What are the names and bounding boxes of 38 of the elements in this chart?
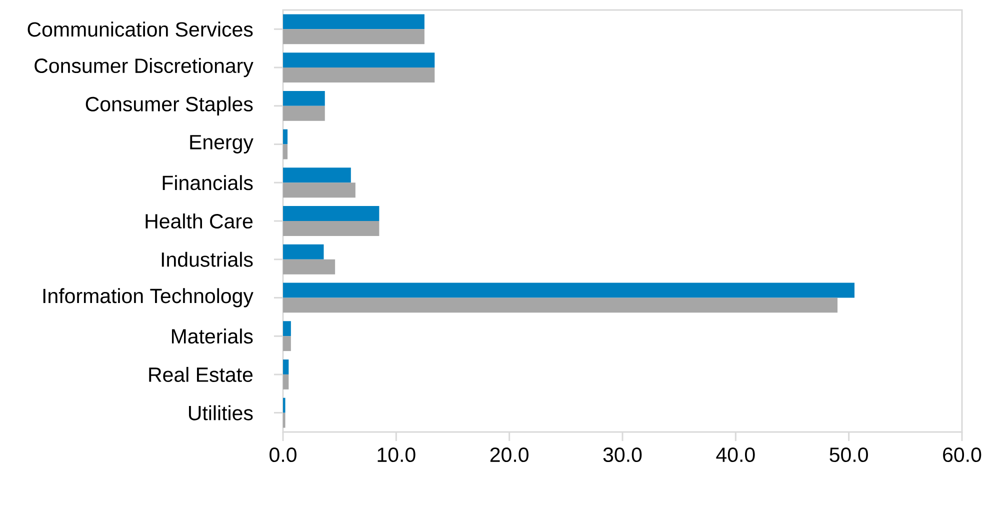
y-tick-label: Financials bbox=[162, 175, 253, 190]
bar bbox=[283, 52, 435, 68]
bar bbox=[283, 68, 435, 83]
y-tick-label: Consumer Staples bbox=[86, 96, 253, 116]
bar bbox=[283, 336, 291, 352]
bar bbox=[283, 282, 854, 298]
bar bbox=[283, 14, 424, 30]
y-tick-label: Industrials bbox=[162, 252, 253, 267]
y-tick-label: Communication Services bbox=[28, 22, 253, 37]
bar bbox=[283, 168, 351, 183]
x-tick-label: 50.0 bbox=[830, 448, 868, 462]
bar bbox=[283, 90, 325, 106]
y-tick-label: Information Technology bbox=[43, 288, 254, 308]
y-tick-label: Consumer Discretionary bbox=[34, 58, 254, 78]
bar bbox=[283, 244, 324, 260]
x-tick-label: 30.0 bbox=[603, 448, 642, 462]
y-tick-label: Materials bbox=[172, 328, 253, 344]
bar bbox=[283, 106, 325, 121]
bar bbox=[283, 206, 380, 221]
y-tick-label: Health Care bbox=[146, 213, 253, 229]
y-tick-label: Energy bbox=[190, 135, 254, 154]
x-tick-label: 0.0 bbox=[270, 448, 296, 462]
bar bbox=[283, 29, 424, 44]
bar bbox=[283, 182, 356, 198]
bar bbox=[283, 359, 289, 374]
bar bbox=[283, 259, 336, 274]
x-tick-label: 40.0 bbox=[716, 448, 755, 462]
bar bbox=[283, 374, 289, 390]
bar bbox=[283, 298, 838, 313]
y-tick-label: Real Estate bbox=[149, 366, 253, 382]
bar bbox=[283, 144, 288, 160]
y-tick-label: Utilities bbox=[188, 405, 253, 420]
bar bbox=[283, 129, 288, 144]
x-tick-label: 20.0 bbox=[490, 448, 528, 462]
bar bbox=[283, 220, 380, 236]
bar bbox=[283, 321, 291, 336]
x-tick-label: 60.0 bbox=[943, 448, 982, 462]
x-tick-label: 10.0 bbox=[378, 448, 416, 462]
